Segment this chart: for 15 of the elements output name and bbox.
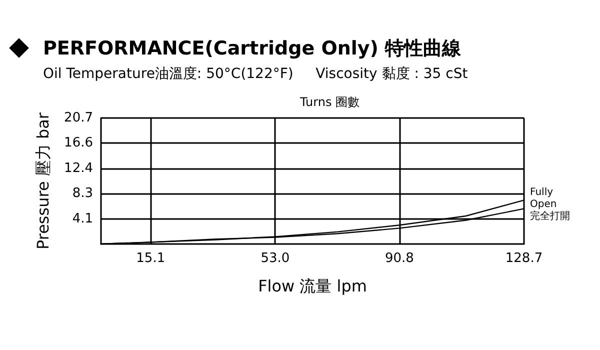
- y-tick-label: 8.3: [72, 186, 93, 201]
- text: Turns 圈數: [298, 95, 360, 109]
- annotation: Fully Open 完全打開: [530, 187, 570, 222]
- x-axis-title: Flow 流量 lpm: [258, 276, 367, 296]
- chart-title: PERFORMANCE(Cartridge Only) 特性曲線: [43, 38, 462, 60]
- x-tick-label: 90.8: [384, 251, 414, 266]
- y-tick-label: 20.7: [64, 110, 93, 126]
- y-tick-label: 4.1: [72, 212, 93, 227]
- y-tick-label: 16.6: [64, 135, 93, 150]
- x-tick-label: 128.7: [505, 251, 543, 266]
- y-axis-title: Pressure 壓力 bar: [34, 112, 52, 250]
- chart-subtitle: Oil Temperature油溫度: 50°C(122°F) Viscosity 黏度 : 35 cSt: [43, 66, 468, 82]
- y-tick-label: 12.4: [64, 161, 93, 176]
- x-tick-label: 53.0: [260, 251, 290, 266]
- x-tick-label: 15.1: [136, 251, 166, 266]
